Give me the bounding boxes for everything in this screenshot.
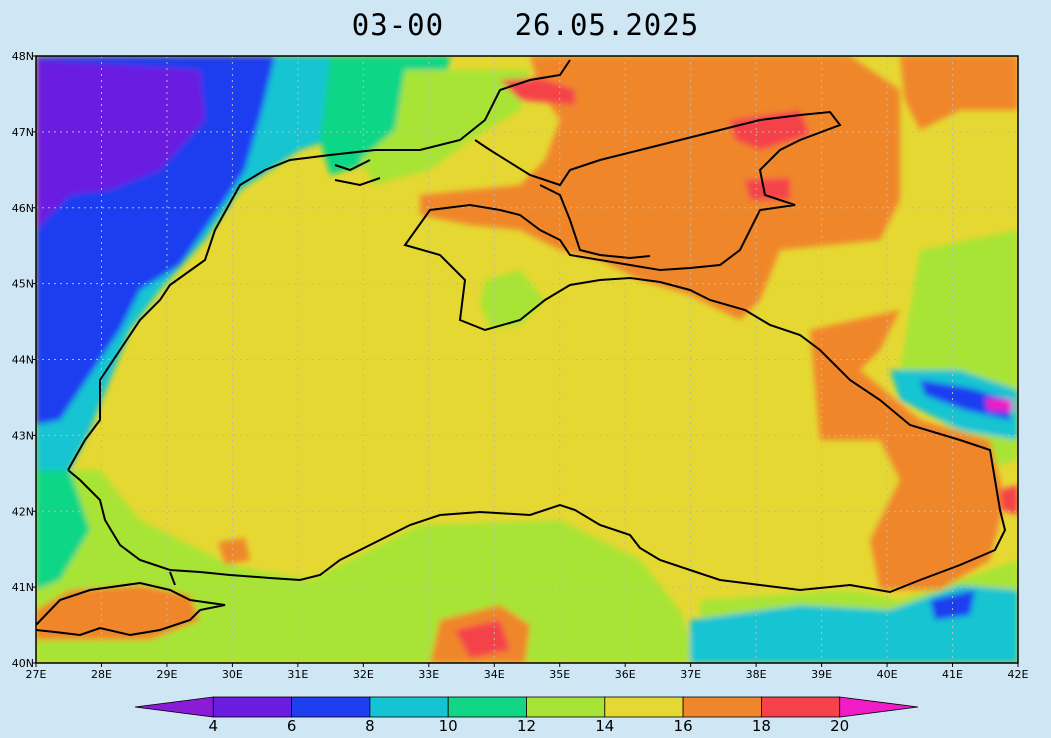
field-orange-northeast-edge <box>900 56 1018 130</box>
lat-tick-label: 40N <box>12 657 34 670</box>
lon-tick-label: 30E <box>222 668 243 681</box>
field-blue-southeast <box>930 590 975 620</box>
colorbar-label: 14 <box>595 717 614 735</box>
lon-tick-label: 40E <box>877 668 898 681</box>
lon-tick-label: 39E <box>811 668 832 681</box>
time-label: 03-00 <box>351 8 445 42</box>
colorbar-segment <box>369 696 449 718</box>
date-label: 26.05.2025 <box>514 8 700 42</box>
lon-tick-label: 41E <box>942 668 963 681</box>
field-far-west-purple <box>36 60 205 230</box>
lon-tick-label: 32E <box>353 668 374 681</box>
lat-tick-label: 47N <box>12 126 34 139</box>
lon-tick-label: 37E <box>680 668 701 681</box>
colorbar-label: 20 <box>830 717 849 735</box>
lon-tick-label: 35E <box>549 668 570 681</box>
coastline <box>36 59 1007 637</box>
colorbar-label: 10 <box>439 717 458 735</box>
lat-tick-label: 45N <box>12 278 34 291</box>
colorbar: 4 6 8 10 12 14 16 18 20 <box>134 696 919 735</box>
field-blue-east <box>920 380 1010 420</box>
colorbar-label: 4 <box>209 717 219 735</box>
lat-tick-label: 46N <box>12 202 34 215</box>
lat-tick-label: 44N <box>12 354 34 367</box>
lon-tick-label: 42E <box>1008 668 1029 681</box>
lat-tick-label: 43N <box>12 429 34 442</box>
colorbar-segment <box>604 696 684 718</box>
colorbar-label: 8 <box>365 717 375 735</box>
field-green-north <box>360 70 530 185</box>
field-red-east <box>1000 485 1018 515</box>
lon-tick-label: 27E <box>26 668 47 681</box>
field-red-south <box>455 620 510 658</box>
lon-tick-label: 29E <box>156 668 177 681</box>
field-layer <box>36 56 1018 663</box>
field-red-azov-north <box>730 110 810 150</box>
field-orange-bosporus <box>36 585 200 640</box>
colorbar-label: 16 <box>674 717 693 735</box>
lon-tick-labels: 27E 28E 29E 30E 31E 32E 33E 34E 35E 36E 37E 38E 39E 4… <box>26 663 1029 681</box>
lon-tick-label: 36E <box>615 668 636 681</box>
colorbar-segment <box>447 696 527 718</box>
lat-tick-label: 42N <box>12 505 34 518</box>
field-green-southwest <box>36 470 700 663</box>
colorbar-segment <box>291 696 371 718</box>
colorbar-segment <box>761 696 841 718</box>
colorbar-segment <box>212 696 293 718</box>
map-title: 03-00 26.05.2025 <box>0 8 1051 42</box>
lon-tick-label: 33E <box>418 668 439 681</box>
field-teal-southwest <box>36 470 90 590</box>
colorbar-label: 6 <box>287 717 297 735</box>
colorbar-label: 12 <box>517 717 536 735</box>
lon-tick-label: 38E <box>746 668 767 681</box>
lat-tick-label: 48N <box>12 50 34 63</box>
lat-tick-labels: 40N 41N 42N 43N 44N 45N 46N 47N 48N <box>12 50 36 670</box>
lon-tick-label: 34E <box>484 668 505 681</box>
field-magenta-east <box>985 398 1012 412</box>
colorbar-label: 18 <box>752 717 771 735</box>
colorbar-segment <box>134 696 214 718</box>
lon-tick-label: 28E <box>91 668 112 681</box>
lon-tick-label: 31E <box>287 668 308 681</box>
colorbar-segment <box>682 696 762 718</box>
field-orange-east-coast <box>810 310 1005 590</box>
graticule <box>36 56 1018 663</box>
lat-tick-label: 41N <box>12 581 34 594</box>
field-orange-spot <box>218 538 250 565</box>
colorbar-segment <box>839 696 919 718</box>
colorbar-segment <box>526 696 606 718</box>
